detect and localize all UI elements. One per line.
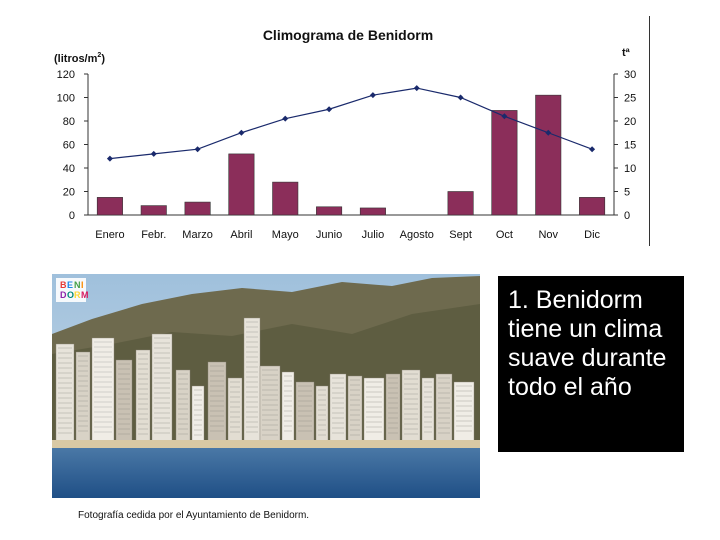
category-label: Mayo xyxy=(272,229,299,241)
logo-letter: M xyxy=(81,290,89,300)
divider-line xyxy=(649,16,650,246)
precipitation-bar xyxy=(316,206,343,216)
right-tick-label: 25 xyxy=(624,93,636,105)
right-tick-label: 15 xyxy=(624,140,636,152)
temperature-line xyxy=(106,85,596,162)
building xyxy=(207,361,227,443)
category-label: Oct xyxy=(496,229,513,241)
left-axis-label: (litros/m2) xyxy=(54,52,105,65)
precipitation-bar xyxy=(447,191,474,216)
building xyxy=(363,377,385,443)
left-tick-label: 80 xyxy=(63,116,75,128)
benidorm-logo: B E N I D O R M xyxy=(56,278,89,302)
temperature-point xyxy=(282,115,289,122)
logo-letter: E xyxy=(67,280,73,290)
category-label: Enero xyxy=(95,229,124,241)
axes xyxy=(84,73,618,216)
building xyxy=(115,359,133,443)
category-label: Junio xyxy=(316,229,342,241)
temperature-point xyxy=(238,129,245,136)
logo-letter: B xyxy=(60,280,67,290)
right-tick-label: 0 xyxy=(624,210,630,222)
building xyxy=(91,337,115,443)
building xyxy=(227,377,243,443)
skyline xyxy=(55,317,475,443)
precipitation-bar xyxy=(96,197,123,216)
category-label: Dic xyxy=(584,229,600,241)
right-tick-label: 5 xyxy=(624,187,630,199)
right-tick-label: 10 xyxy=(624,163,636,175)
building xyxy=(421,377,435,443)
category-label: Febr. xyxy=(141,229,166,241)
logo-letter: R xyxy=(74,290,81,300)
precipitation-bar xyxy=(184,201,211,216)
building xyxy=(191,385,205,443)
logo-letter: N xyxy=(74,280,81,290)
building xyxy=(315,385,329,443)
precipitation-bar xyxy=(140,205,167,216)
building xyxy=(243,317,261,443)
left-tick-label: 20 xyxy=(63,187,75,199)
right-tick-label: 30 xyxy=(624,69,636,81)
photo-caption: Fotografía cedida por el Ayuntamiento de… xyxy=(78,510,310,521)
building xyxy=(75,351,91,443)
temperature-point xyxy=(545,129,552,136)
summary-textbox: 1. Benidorm tiene un clima suave durante… xyxy=(498,276,684,452)
summary-text: 1. Benidorm tiene un clima suave durante… xyxy=(508,286,667,401)
left-tick-label: 0 xyxy=(69,210,75,222)
precipitation-bar xyxy=(491,110,518,216)
logo-letter: O xyxy=(67,290,74,300)
building xyxy=(175,369,191,443)
temperature-point xyxy=(326,106,333,113)
left-tick-label: 120 xyxy=(57,69,75,81)
left-tick-label: 100 xyxy=(57,93,75,105)
logo-letter: I xyxy=(81,280,84,290)
temperature-point xyxy=(194,146,201,153)
building xyxy=(281,371,295,443)
temperature-polyline xyxy=(109,87,593,160)
temperature-point xyxy=(457,94,464,101)
right-axis-label: tª xyxy=(622,47,631,59)
category-label: Julio xyxy=(362,229,385,241)
tick-labels: 0 20 40 60 80 100 120 0 5 10 15 20 25 30 Enero Febr. Mar… xyxy=(57,69,637,241)
precipitation-bar xyxy=(535,94,562,216)
building xyxy=(401,369,421,443)
category-label: Sept xyxy=(449,229,472,241)
chart-title: Climograma de Benidorm xyxy=(263,27,433,43)
precipitation-bars xyxy=(96,94,606,216)
building xyxy=(347,375,363,443)
temperature-point xyxy=(589,146,596,153)
left-tick-label: 60 xyxy=(63,140,75,152)
temperature-point xyxy=(369,92,376,99)
precipitation-bar xyxy=(579,197,606,216)
category-label: Nov xyxy=(538,229,558,241)
category-label: Agosto xyxy=(400,229,434,241)
climogram-chart: Climograma de Benidorm (litros/m2) tª 0 2… xyxy=(54,27,637,241)
category-label: Abril xyxy=(230,229,252,241)
temperature-point xyxy=(106,155,113,162)
temperature-point xyxy=(413,85,420,92)
left-tick-label: 40 xyxy=(63,163,75,175)
precipitation-bar xyxy=(359,207,386,216)
logo-letter: D xyxy=(60,290,67,300)
precipitation-bar xyxy=(272,181,299,216)
category-label: Marzo xyxy=(182,229,213,241)
precipitation-bar xyxy=(228,153,255,216)
temperature-point xyxy=(501,113,508,120)
right-tick-label: 20 xyxy=(624,116,636,128)
temperature-point xyxy=(150,150,157,157)
building xyxy=(259,365,281,443)
